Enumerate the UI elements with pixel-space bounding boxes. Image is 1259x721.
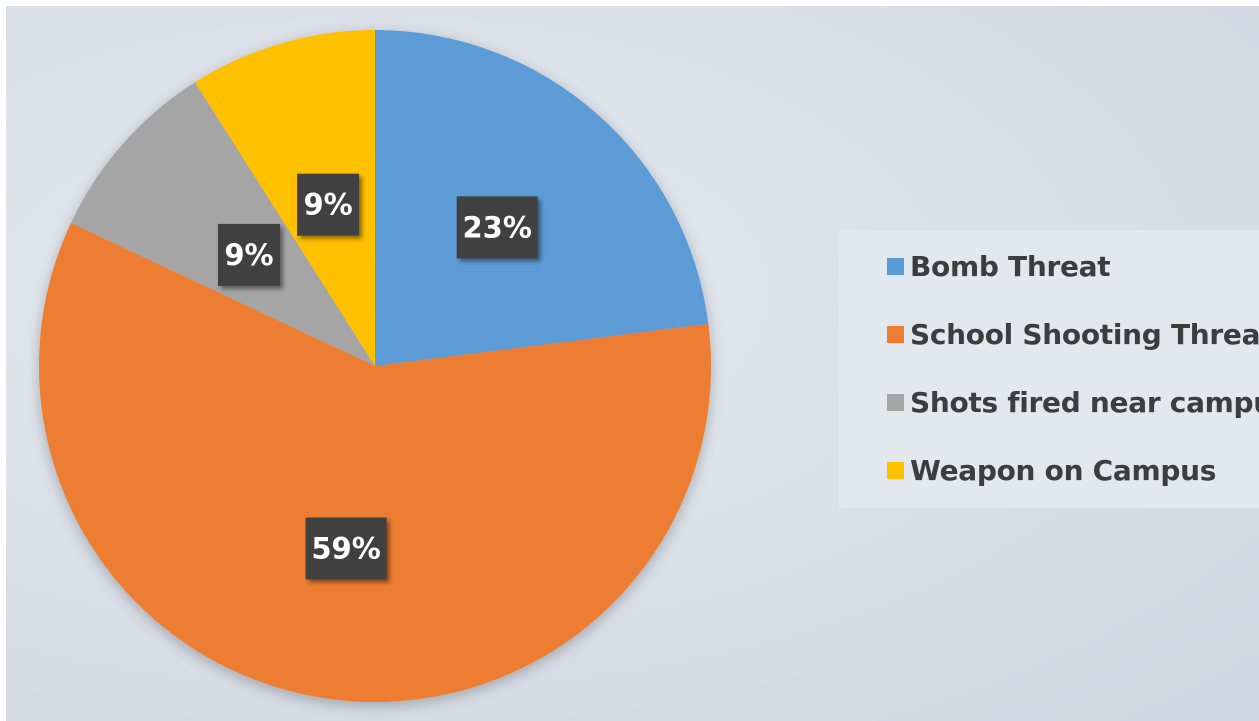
pie-slice-school-shooting-threat bbox=[38, 222, 712, 703]
legend-swatch bbox=[887, 326, 904, 343]
pie-slice-bomb-threat bbox=[375, 30, 709, 366]
legend-item-shots-fired-near-campus: Shots fired near campus bbox=[887, 386, 1259, 419]
legend-label: Weapon on Campus bbox=[910, 454, 1217, 487]
pie-slice-weapon-on-campus bbox=[194, 30, 375, 366]
legend-item-bomb-threat: Bomb Threat bbox=[887, 250, 1111, 283]
data-label-school-shooting-threat: 59% bbox=[305, 517, 387, 580]
data-label-text: 59% bbox=[311, 532, 380, 566]
data-label-box bbox=[297, 173, 360, 236]
legend: Bomb Threat School Shooting Threat Shots f… bbox=[839, 230, 1259, 508]
data-label-box bbox=[456, 196, 538, 259]
legend-item-school-shooting-threat: School Shooting Threat bbox=[887, 318, 1259, 351]
legend-swatch bbox=[887, 462, 904, 479]
legend-item-weapon-on-campus: Weapon on Campus bbox=[887, 454, 1216, 487]
legend-swatch bbox=[887, 394, 904, 411]
data-label-text: 23% bbox=[462, 210, 531, 244]
data-label-box bbox=[217, 223, 280, 286]
legend-label: School Shooting Threat bbox=[910, 318, 1259, 351]
data-label-weapon-on-campus: 9% bbox=[297, 173, 360, 236]
data-label-bomb-threat: 23% bbox=[456, 196, 538, 259]
data-label-text: 9% bbox=[224, 238, 273, 272]
data-label-shots-fired-near-campus: 9% bbox=[217, 223, 280, 286]
chart-area: 23% 59% 9% 9% Bomb Threat School Shooting Th… bbox=[6, 6, 1259, 721]
legend-label: Bomb Threat bbox=[910, 250, 1111, 283]
data-label-text: 9% bbox=[304, 188, 353, 222]
legend-label: Shots fired near campus bbox=[910, 386, 1259, 419]
pie-chart: 23% 59% 9% 9% bbox=[38, 30, 712, 703]
data-label-box bbox=[305, 517, 387, 580]
legend-swatch bbox=[887, 258, 904, 275]
